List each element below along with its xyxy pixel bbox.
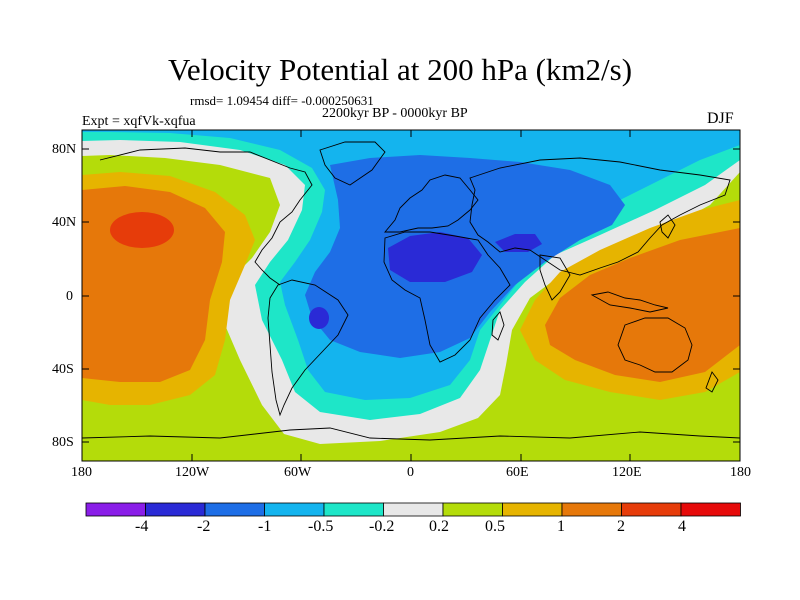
lon-label-180w: 180 — [71, 465, 92, 480]
coast-antarctica — [82, 427, 740, 441]
season-label: DJF — [707, 110, 734, 127]
lon-label-120w: 120W — [175, 465, 210, 480]
lat-label-40n: 40N — [52, 215, 77, 230]
coast-north-america — [99, 147, 313, 286]
colorbar-swatch — [85, 502, 146, 517]
map-title: Velocity Potential at 200 hPa (km2/s) — [167, 52, 633, 87]
lat-label-80n: 80N — [52, 142, 77, 157]
axis-ticks — [81, 130, 741, 461]
period-line: 2200kyr BP - 0000kyr BP — [322, 106, 468, 121]
colorbar-label: 0.2 — [429, 518, 449, 535]
colorbar — [85, 502, 741, 517]
coast-india — [539, 254, 571, 301]
coast-indonesia — [590, 291, 669, 313]
colorbar-swatch — [561, 502, 622, 517]
lon-label-0: 0 — [407, 465, 414, 480]
colorbar-label: -0.5 — [308, 518, 334, 535]
coast-greenland — [319, 141, 386, 186]
colorbar-label: 4 — [678, 518, 686, 535]
band-darkblue-africa — [388, 232, 482, 282]
colorbar-swatch — [680, 502, 741, 517]
coast-new-zealand — [705, 371, 719, 393]
colorbar-swatch — [502, 502, 563, 517]
colorbar-label: -2 — [197, 518, 211, 535]
lat-label-40s: 40S — [52, 362, 74, 377]
colorbar-swatch — [383, 502, 444, 517]
colorbar-label: 0.5 — [485, 518, 505, 535]
lat-label-80s: 80S — [52, 435, 74, 450]
colorbar-label: 1 — [557, 518, 565, 535]
coast-africa — [383, 231, 511, 363]
colorbar-swatch — [323, 502, 384, 517]
coast-europe — [384, 174, 479, 233]
colorbar-swatch — [204, 502, 265, 517]
coast-south-america — [267, 279, 349, 417]
band-darkblue-arabia — [495, 234, 542, 252]
coastlines — [82, 141, 740, 441]
band-darkblue-brazil — [309, 307, 329, 329]
colorbar-swatch — [621, 502, 682, 517]
lon-label-60w: 60W — [284, 465, 312, 480]
colorbar-swatch — [145, 502, 206, 517]
colorbar-swatch — [442, 502, 503, 517]
colorbar-label: -4 — [135, 518, 149, 535]
coast-japan — [659, 214, 676, 239]
colorbar-label: 2 — [617, 518, 625, 535]
colorbar-swatch — [264, 502, 325, 517]
coast-madagascar — [491, 311, 505, 341]
lon-label-180e: 180 — [730, 465, 751, 480]
colorbar-label: -0.2 — [369, 518, 395, 535]
lon-label-120e: 120E — [612, 465, 642, 480]
stats-line: rmsd= 1.09454 diff= -0.000250631 — [190, 93, 374, 108]
colorbar-label: -1 — [258, 518, 272, 535]
band-red-pacific — [110, 212, 174, 248]
coast-australia — [617, 317, 693, 373]
lat-label-0: 0 — [66, 289, 73, 304]
coast-asia — [469, 157, 731, 276]
velocity-potential-field — [82, 130, 740, 461]
lon-label-60e: 60E — [506, 465, 529, 480]
experiment-line: Expt = xqfVk-xqfua — [82, 114, 196, 129]
